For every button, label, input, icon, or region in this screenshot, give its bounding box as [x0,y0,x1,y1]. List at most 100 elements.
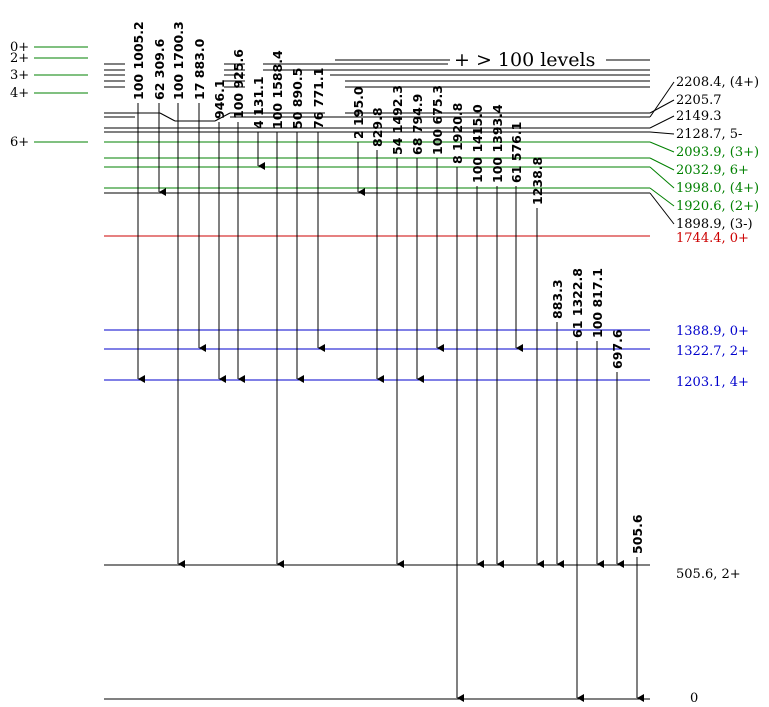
gamma-4: 946.1 [212,79,227,383]
level-10: 1388.9, 0+ [104,324,749,339]
level-12: 1203.1, 4+ [104,375,749,390]
level-connector [649,192,675,225]
level-9: 1744.4, 0+ [104,231,749,246]
level-label: 2149.3 [676,109,722,124]
gamma-label: 946.1 [212,79,227,119]
left-stub-4plus: 4+ [10,86,88,101]
left-stub-0plus: 0+ [10,40,88,55]
gamma-2: 100 1700.3 [171,21,186,568]
level-3: 2128.7, 5- [104,127,742,142]
level-label: 1203.1, 4+ [676,375,749,390]
gamma-1: 62 309.6 [152,38,167,196]
level-connector [649,166,675,189]
level-0: 2208.4, (4+) [230,75,759,118]
gamma-label: 829.8 [370,107,385,147]
level-label: 1388.9, 0+ [676,324,749,339]
gamma-label: 505.6 [630,514,645,554]
level-label: 2128.7, 5- [676,127,742,142]
level-label: 1920.6, (2+) [676,199,759,214]
stub-label: 2+ [10,51,29,66]
gamma-label: 697.6 [610,329,625,369]
level-label: 505.6, 2+ [676,567,741,582]
level-label: 2205.7 [676,93,722,108]
gamma-23: 697.6 [610,329,625,568]
gamma-label: 100 675.3 [430,85,445,155]
stub-label: 4+ [10,86,29,101]
gamma-label: 883.3 [550,279,565,319]
level-connector [649,187,675,207]
level-connector [649,141,675,153]
gamma-label: 100 925.6 [231,49,246,119]
stub-label: 3+ [10,68,29,83]
gamma-14: 100 675.3 [430,85,445,352]
gamma-label: 8 1920.8 [450,103,465,164]
gamma-11: 829.8 [370,107,385,383]
gamma-12: 54 1492.3 [390,85,405,568]
level-connector [649,81,675,118]
gamma-label: 17 883.0 [192,38,207,100]
gamma-16: 100 1415.0 [470,104,485,568]
level-7: 1920.6, (2+) [104,187,759,214]
gamma-label: 76 771.1 [311,68,326,129]
gamma-20: 883.3 [550,279,565,568]
gamma-21: 61 1322.8 [570,268,585,702]
gamma-3: 17 883.0 [192,38,207,352]
level-14: 0 [104,691,698,706]
level-6: 1998.0, (4+) [104,166,759,196]
gamma-15: 8 1920.8 [450,103,465,702]
level-11: 1322.7, 2+ [104,344,749,359]
left-stub-levels: 0+2+ 3+ 4+ 6+ [10,40,88,150]
gamma-label: 100 1005.2 [131,21,146,100]
stub-label: 0+ [10,40,29,55]
gamma-label: 1238.8 [530,157,545,205]
level-label: 1744.4, 0+ [676,231,749,246]
gamma-13: 68 794.9 [410,94,425,383]
level-label: 0 [690,691,698,706]
more-levels-note: + > 100 levels [454,49,595,71]
gamma-8: 50 890.5 [290,68,305,383]
gamma-label: 54 1492.3 [390,85,405,155]
gamma-7: 100 1588.4 [270,50,285,568]
level-label: 2032.9, 6+ [676,163,749,178]
gamma-label: 100 1415.0 [470,104,485,183]
gamma-label: 68 794.9 [410,94,425,155]
stub-label: 6+ [10,135,29,150]
level-4: 2093.9, (3+) [104,141,759,160]
gamma-label: 4 131.1 [251,76,266,129]
gamma-label: 61 576.1 [509,122,524,183]
gamma-9: 76 771.1 [311,68,326,352]
level-connector [649,115,675,129]
level-connector [649,157,675,171]
level-5: 2032.9, 6+ [104,157,749,178]
level-8: 1898.9, (3-) [104,192,753,232]
level-connector [649,131,675,135]
gamma-label: 2 195.0 [351,86,366,139]
level-2: 2149.3 [104,109,722,129]
left-stub-3plus: 3+ [10,68,88,83]
gamma-5: 100 925.6 [231,49,246,383]
level-label: 1898.9, (3-) [676,217,753,232]
gamma-17: 100 1393.4 [490,104,505,568]
gamma-10: 2 195.0 [351,86,366,196]
gamma-label: 100 1700.3 [171,21,186,100]
gamma-transitions: 100 1005.2 62 309.6 100 1700.3 17 883.0 946.… [131,21,645,702]
level-1: 2205.7 [345,93,722,114]
level-label: 1322.7, 2+ [676,344,749,359]
level-13: 505.6, 2+ [104,564,741,582]
gamma-label: 100 1393.4 [490,104,505,183]
level-label: 2093.9, (3+) [676,145,759,160]
gamma-0: 100 1005.2 [131,21,146,383]
level-label: 1998.0, (4+) [676,181,759,196]
level-connector [649,99,675,114]
gamma-22: 100 817.1 [590,268,605,568]
left-stub-6plus: 6+ [10,135,88,150]
gamma-18: 61 576.1 [509,122,524,352]
gamma-24: 505.6 [630,514,645,702]
gamma-label: 62 309.6 [152,38,167,100]
top-note: + > 100 levels [335,49,650,71]
gamma-label: 61 1322.8 [570,268,585,338]
gamma-label: 50 890.5 [290,68,305,129]
left-stub-2plus: 2+ [10,51,88,66]
